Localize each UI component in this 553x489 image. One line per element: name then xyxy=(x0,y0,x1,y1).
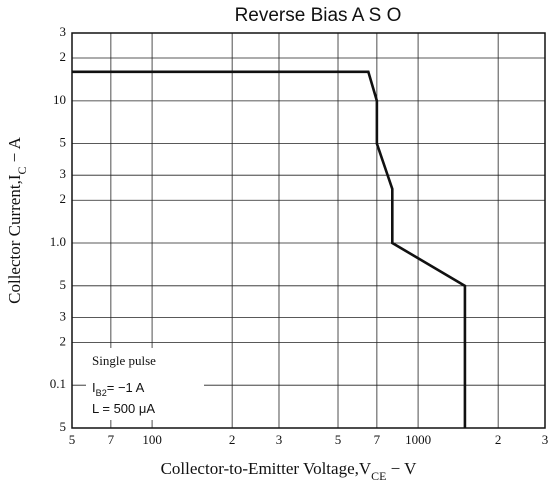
y-tick-label: 5 xyxy=(60,135,67,150)
annotation-box xyxy=(86,348,204,420)
x-tick-label: 7 xyxy=(108,432,115,447)
label-part: Single pulse xyxy=(92,353,156,368)
y-tick-label: 5 xyxy=(60,277,67,292)
annotation: Single pulse xyxy=(92,353,156,368)
data-line xyxy=(72,70,467,428)
label-part: = −1 A xyxy=(107,380,145,395)
y-tick-label: 2 xyxy=(60,191,67,206)
x-tick-label: 3 xyxy=(542,432,549,447)
x-tick-label: 7 xyxy=(374,432,381,447)
y-tick-label: 10 xyxy=(53,92,66,107)
x-tick-label: 3 xyxy=(276,432,283,447)
annotation: IB2= −1 A xyxy=(92,380,145,398)
y-tick-label: 2 xyxy=(60,49,67,64)
label-part: − A xyxy=(5,136,24,166)
chart-title: Reverse Bias A S O xyxy=(235,5,402,26)
y-tick-label: 1.0 xyxy=(50,234,66,249)
x-tick-label: 2 xyxy=(229,432,236,447)
x-tick-label: 2 xyxy=(495,432,502,447)
label-part: Collector Current,I xyxy=(5,174,24,304)
annotation: L = 500 μA xyxy=(92,401,155,416)
plot-frame xyxy=(71,32,546,429)
x-tick-label: 5 xyxy=(335,432,342,447)
x-axis-label: Collector-to-Emitter Voltage,VCE − V xyxy=(161,459,418,483)
label-part: C xyxy=(15,167,29,175)
label-part: − V xyxy=(386,459,417,478)
y-tick-label: 0.1 xyxy=(50,376,66,391)
y-axis-label: Collector Current,IC − A xyxy=(5,136,29,303)
y-tick-label: 3 xyxy=(60,166,67,181)
y-tick-label: 2 xyxy=(60,333,67,348)
x-tick-label: 1000 xyxy=(405,432,431,447)
x-tick-label: 5 xyxy=(69,432,76,447)
label-part: B2 xyxy=(96,388,107,398)
label-part: I xyxy=(92,380,96,395)
label-part: L = 500 μA xyxy=(92,401,155,416)
y-tick-label: 3 xyxy=(60,24,67,39)
label-part: Collector-to-Emitter Voltage,V xyxy=(161,459,372,478)
x-tick-label: 100 xyxy=(142,432,162,447)
y-tick-label: 5 xyxy=(60,419,67,434)
y-tick-label: 3 xyxy=(60,308,67,323)
label-part: CE xyxy=(371,469,386,483)
